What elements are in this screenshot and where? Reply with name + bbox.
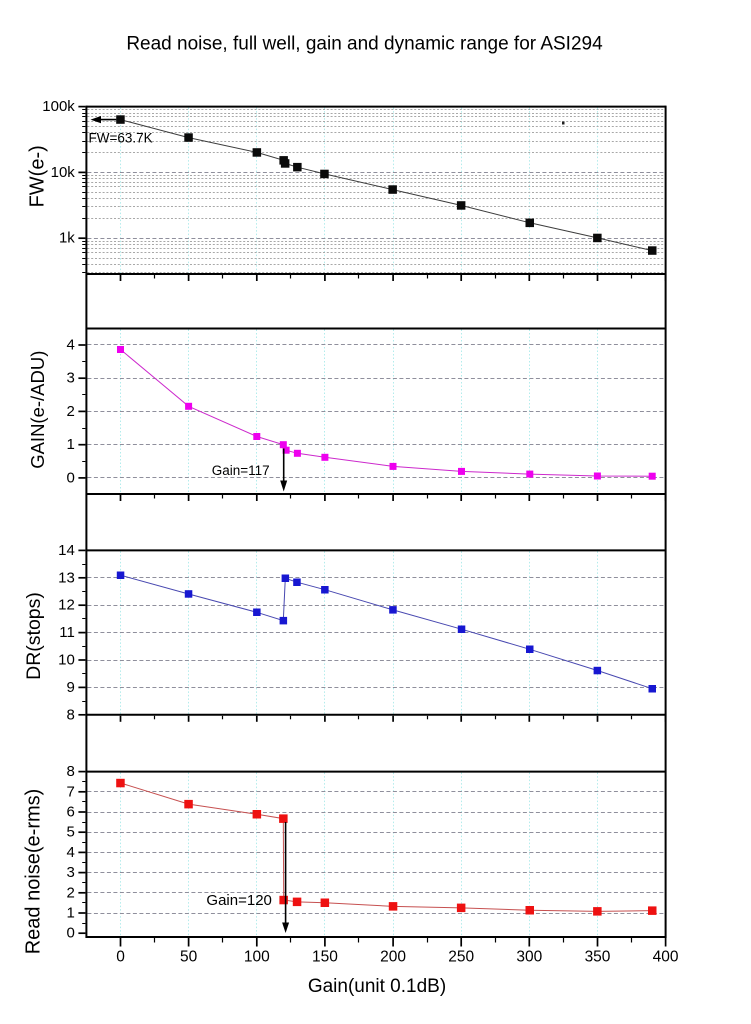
svg-text:0: 0 bbox=[66, 925, 74, 942]
svg-text:GAIN(e-/ADU): GAIN(e-/ADU) bbox=[27, 351, 48, 469]
svg-text:300: 300 bbox=[516, 949, 542, 966]
svg-text:DR(stops): DR(stops) bbox=[23, 592, 45, 680]
svg-text:100k: 100k bbox=[42, 98, 75, 115]
svg-text:50: 50 bbox=[180, 949, 198, 966]
svg-text:Read noise(e-rms): Read noise(e-rms) bbox=[23, 789, 45, 955]
svg-text:200: 200 bbox=[380, 949, 406, 966]
svg-text:2: 2 bbox=[66, 403, 74, 420]
svg-text:350: 350 bbox=[585, 949, 611, 966]
svg-text:7: 7 bbox=[66, 783, 74, 800]
svg-text:FW=63.7K: FW=63.7K bbox=[89, 131, 153, 146]
svg-text:6: 6 bbox=[66, 804, 74, 821]
svg-text:3: 3 bbox=[66, 864, 74, 881]
svg-text:2: 2 bbox=[66, 884, 74, 901]
svg-text:0: 0 bbox=[116, 949, 125, 966]
svg-text:10k: 10k bbox=[51, 164, 76, 181]
svg-text:Gain=117: Gain=117 bbox=[212, 463, 270, 478]
svg-text:Gain(unit 0.1dB): Gain(unit 0.1dB) bbox=[308, 976, 446, 997]
svg-text:12: 12 bbox=[58, 597, 75, 614]
svg-text:14: 14 bbox=[58, 542, 75, 559]
svg-text:0: 0 bbox=[66, 469, 74, 486]
svg-text:400: 400 bbox=[653, 949, 679, 966]
svg-text:8: 8 bbox=[66, 763, 74, 780]
svg-text:Read noise, full well, gain an: Read noise, full well, gain and dynamic … bbox=[126, 34, 603, 55]
svg-text:11: 11 bbox=[59, 624, 75, 641]
svg-text:1: 1 bbox=[66, 436, 74, 453]
svg-text:1: 1 bbox=[66, 905, 74, 922]
svg-text:250: 250 bbox=[448, 949, 474, 966]
svg-text:13: 13 bbox=[58, 569, 75, 586]
svg-text:4: 4 bbox=[66, 844, 74, 861]
svg-text:3: 3 bbox=[66, 370, 74, 387]
svg-text:4: 4 bbox=[66, 337, 74, 354]
svg-text:1k: 1k bbox=[59, 230, 75, 247]
svg-text:10: 10 bbox=[58, 652, 75, 669]
svg-text:100: 100 bbox=[244, 949, 270, 966]
svg-text:Gain=120: Gain=120 bbox=[206, 892, 271, 909]
svg-text:FW(e-): FW(e-) bbox=[27, 145, 49, 207]
svg-text:8: 8 bbox=[66, 706, 74, 723]
svg-text:150: 150 bbox=[312, 949, 338, 966]
svg-text:9: 9 bbox=[66, 679, 74, 696]
svg-text:5: 5 bbox=[66, 824, 74, 841]
